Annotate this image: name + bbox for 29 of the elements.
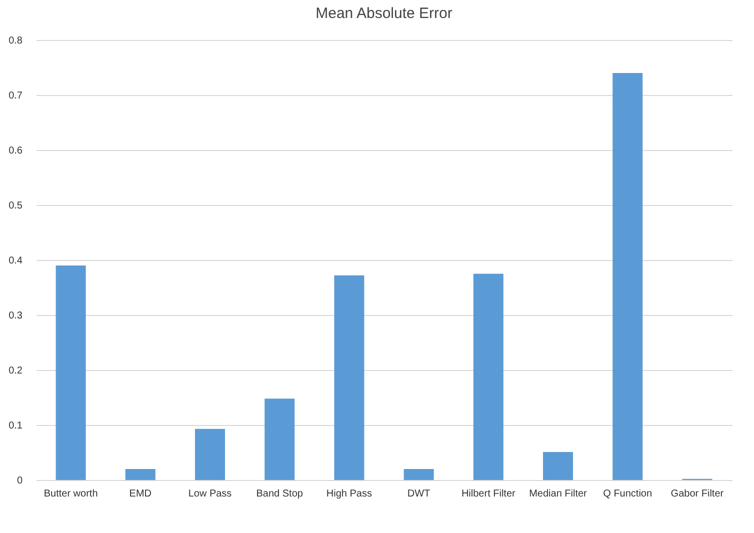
bar — [264, 398, 295, 480]
bar — [473, 274, 504, 480]
x-tick-label: Butter worth — [44, 488, 98, 500]
y-tick-label: 0.7 — [8, 90, 23, 102]
y-tick-label: 0.3 — [8, 310, 23, 322]
x-tick-label: Q Function — [603, 488, 652, 500]
y-tick-label: 0.2 — [8, 366, 23, 376]
y-tick-label: 0.5 — [8, 200, 23, 212]
y-tick-label: 0.4 — [8, 256, 23, 266]
x-tick-label: EMD — [129, 488, 152, 500]
x-tick-label: Median Filter — [529, 488, 588, 500]
x-tick-label: DWT — [407, 488, 430, 500]
bar — [125, 469, 156, 480]
bar — [56, 266, 86, 480]
x-tick-label: Band Stop — [256, 488, 304, 500]
bar — [404, 469, 434, 480]
y-tick-label: 0.8 — [8, 36, 23, 46]
bar — [334, 275, 364, 480]
x-tick-label: Gabor Filter — [670, 488, 724, 500]
bar — [612, 73, 643, 480]
y-tick-label: 0.1 — [8, 420, 23, 432]
x-tick-label: Low Pass — [188, 488, 232, 500]
y-tick-label: 0 — [16, 476, 23, 486]
x-tick-label: Hilbert Filter — [461, 488, 516, 500]
bar — [543, 452, 573, 480]
chart-title: Mean Absolute Error — [316, 5, 452, 22]
y-tick-label: 0.6 — [8, 146, 23, 156]
bar — [195, 428, 225, 480]
x-tick-label: High Pass — [326, 488, 372, 500]
